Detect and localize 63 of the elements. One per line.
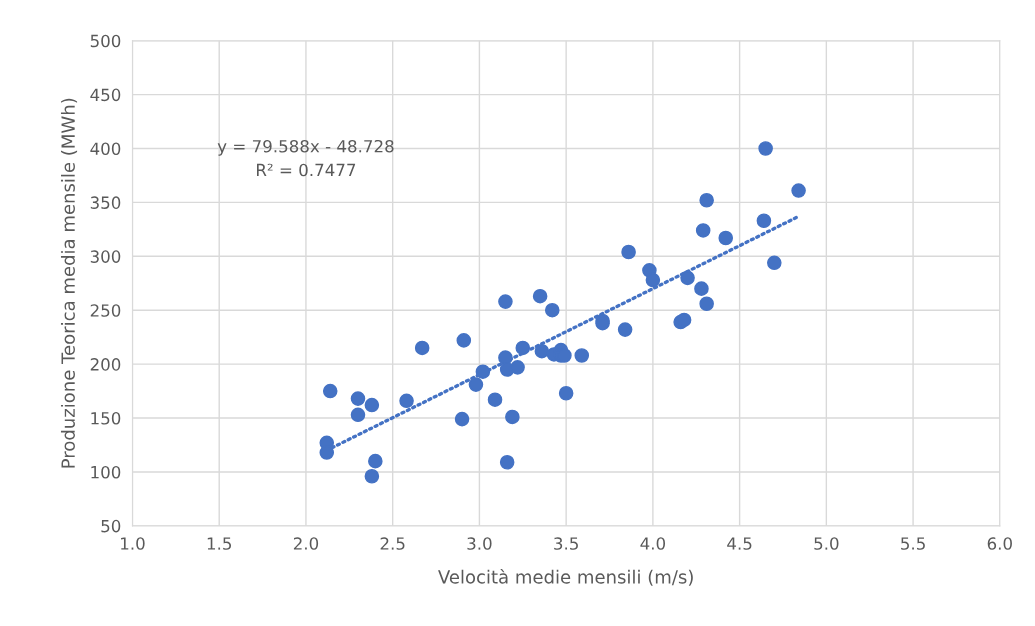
point <box>756 213 772 229</box>
point <box>758 141 773 156</box>
y-tick-label: 350 <box>90 196 121 209</box>
x-tick-label: 5.0 <box>814 537 839 550</box>
point <box>456 333 472 348</box>
point <box>515 340 531 356</box>
point <box>695 223 711 238</box>
point <box>532 288 548 304</box>
point <box>621 244 636 260</box>
y-tick-label: 300 <box>90 250 121 263</box>
point <box>498 350 513 365</box>
point <box>319 445 335 460</box>
point <box>364 397 380 413</box>
x-tick-label: 5.5 <box>901 537 925 550</box>
point <box>350 407 366 423</box>
point <box>718 230 734 246</box>
x-tick-label: 2.5 <box>380 537 405 550</box>
y-tick-label: 200 <box>90 358 121 371</box>
point <box>368 453 383 469</box>
point <box>399 393 414 409</box>
point <box>574 348 590 363</box>
point <box>487 392 503 407</box>
point <box>699 296 714 312</box>
point <box>534 343 550 359</box>
x-tick-label: 6.0 <box>987 537 1012 550</box>
point <box>791 183 806 198</box>
annotation: y = 79.588x - 48.728 R² = 0.7477 <box>217 139 394 177</box>
point <box>558 385 574 401</box>
point <box>414 340 430 356</box>
y-tick-label: 450 <box>90 88 121 102</box>
point <box>694 281 709 296</box>
x-tick-label: 4.5 <box>727 537 752 550</box>
point <box>505 409 520 425</box>
point <box>498 294 513 309</box>
x-tick-label: 2.0 <box>293 537 319 550</box>
x-tick-label: 1.0 <box>121 537 145 550</box>
point <box>499 454 515 470</box>
y-tick-label: 250 <box>90 304 121 317</box>
point <box>676 312 692 328</box>
x-axis-title: Velocità medie mensili (m/s) <box>438 569 693 586</box>
point <box>617 322 633 337</box>
y-tick-label: 500 <box>90 34 121 48</box>
x-tick-label: 1.5 <box>207 537 232 550</box>
point <box>767 255 782 271</box>
y-tick-label: 400 <box>90 142 121 156</box>
point <box>699 192 714 208</box>
x-tick-label: 4.0 <box>640 537 666 550</box>
x-tick-label: 3.5 <box>554 537 578 550</box>
y-tick-label: 50 <box>101 519 121 533</box>
point <box>350 391 366 406</box>
point <box>645 272 661 288</box>
y-tick-label: 100 <box>91 465 121 479</box>
point <box>510 360 525 375</box>
point <box>454 411 470 427</box>
x-tick-label: 3.0 <box>467 537 492 550</box>
y-tick-label: 150 <box>91 411 121 425</box>
point <box>322 383 338 399</box>
point <box>680 270 695 286</box>
point <box>364 468 380 484</box>
point <box>475 364 491 379</box>
y-axis-title: Produzione Teorica media mensile (MWh) <box>60 98 78 468</box>
point <box>544 302 560 318</box>
point <box>468 377 484 392</box>
